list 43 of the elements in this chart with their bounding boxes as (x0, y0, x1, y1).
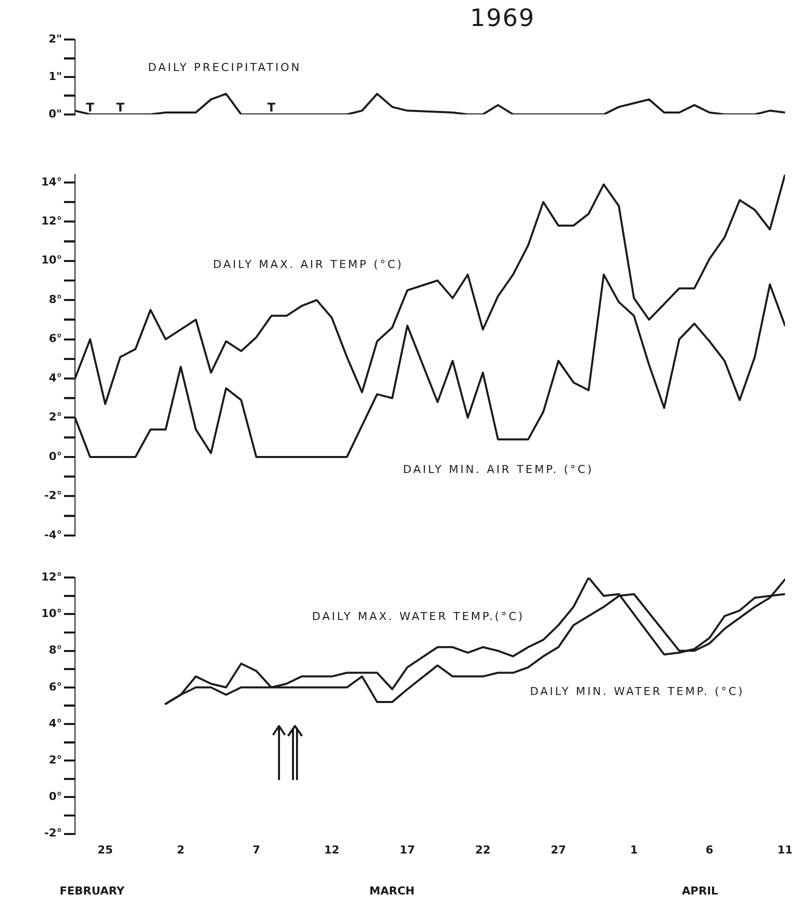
text: DAILY PRECIPITATION (148, 60, 302, 74)
x-tick-label: 2 (176, 843, 185, 856)
y-tick-label: 10° (41, 254, 62, 267)
series-label: DAILY MIN. WATER TEMP. (°C) (530, 684, 744, 698)
y-tick-label: 4° (48, 716, 62, 730)
y-tick-label: 2° (48, 410, 62, 424)
x-tick-label: 17 (400, 843, 415, 856)
y-tick-label: 14° (41, 175, 62, 188)
y-tick-label: 0" (48, 107, 62, 120)
y-tick-label: 12° (41, 570, 62, 584)
y-tick-label: 8° (48, 292, 62, 306)
y-tick-label: 0° (48, 450, 62, 463)
y-tick-label: 1" (48, 70, 62, 83)
x-tick-label: 22 (475, 843, 491, 856)
y-tick-label: 0° (48, 790, 62, 804)
text: FEBRUARY (60, 884, 126, 898)
y-tick-label: 4° (48, 371, 62, 384)
text: DAILY MAX. WATER TEMP.(°C) (312, 610, 525, 623)
x-tick-label: 25 (98, 843, 113, 856)
y-tick-label: -2° (44, 826, 62, 840)
x-tick-label: 1 (630, 843, 638, 856)
y-tick-label: 8° (48, 644, 62, 657)
x-tick-label: 6 (706, 843, 714, 856)
y-tick-label: -2° (44, 489, 62, 502)
annotation: T (116, 100, 126, 115)
x-tick-label: 12 (324, 843, 340, 856)
text: DAILY MIN. AIR TEMP. (°C) (403, 462, 594, 476)
y-tick-label: 2° (48, 753, 62, 766)
y-tick-label: 10° (41, 607, 62, 620)
y-tick-label: 12° (41, 214, 62, 228)
text: MARCH (369, 884, 415, 898)
annotation: T (86, 100, 96, 115)
y-tick-label: 2" (48, 32, 62, 46)
text: APRIL (682, 884, 718, 898)
x-tick-label: 27 (550, 843, 566, 856)
y-tick-label: -4° (44, 528, 62, 542)
annotation: T (267, 100, 276, 115)
chart-title: 1969 (470, 4, 536, 32)
series-label: DAILY MAX. AIR TEMP (°C) (213, 258, 404, 271)
x-tick-label: 7 (252, 843, 260, 856)
x-tick-label: 11 (777, 843, 793, 856)
y-tick-label: 6° (48, 680, 62, 694)
y-tick-label: 6° (48, 332, 62, 346)
